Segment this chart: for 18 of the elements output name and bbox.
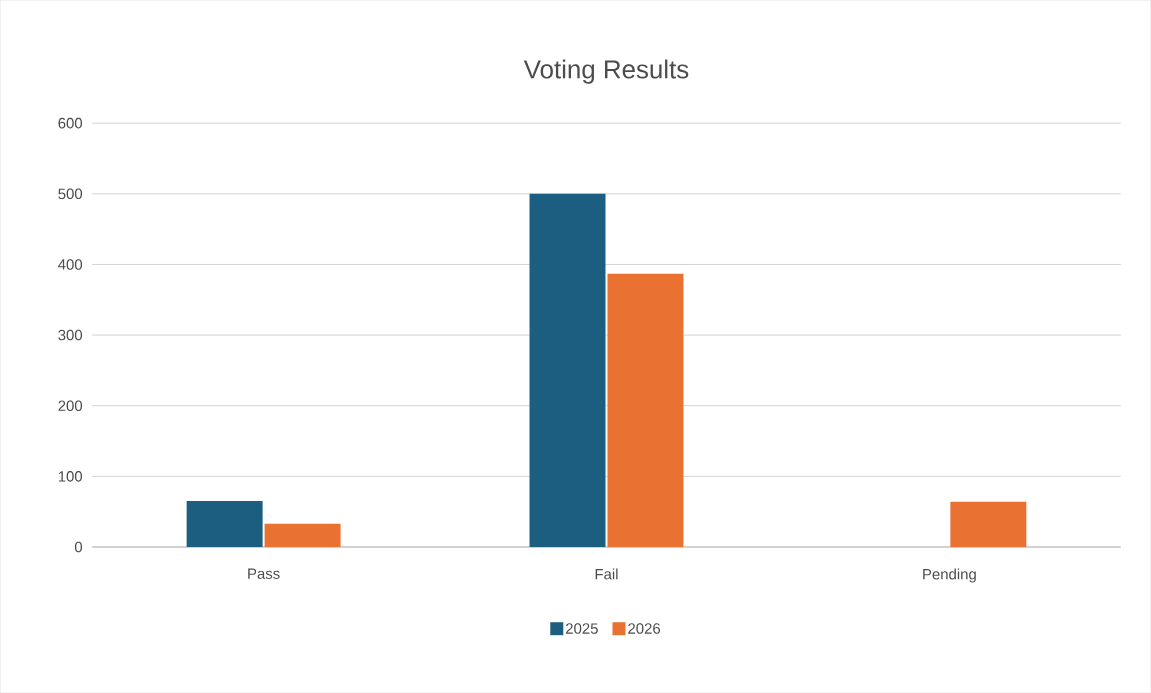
y-tick-label: 100 bbox=[58, 471, 83, 482]
x-tick-label: Pass bbox=[248, 568, 280, 579]
legend-label: 2025 bbox=[566, 623, 598, 634]
x-tick-label: Fail bbox=[595, 568, 618, 580]
bar bbox=[264, 523, 341, 547]
y-tick-label: 500 bbox=[58, 188, 83, 200]
bar bbox=[186, 501, 263, 547]
y-tick-label: 600 bbox=[58, 117, 83, 129]
bar bbox=[529, 193, 606, 547]
bar bbox=[950, 501, 1027, 547]
legend-label: 2026 bbox=[628, 623, 661, 634]
bar bbox=[607, 273, 684, 547]
y-tick-label: 0 bbox=[74, 541, 83, 553]
y-tick-label: 300 bbox=[58, 329, 83, 341]
chart-title: Voting Results bbox=[523, 59, 689, 84]
x-tick-label: Pending bbox=[923, 568, 976, 583]
y-tick-label: 200 bbox=[58, 400, 83, 411]
y-tick-label: 400 bbox=[58, 259, 83, 270]
